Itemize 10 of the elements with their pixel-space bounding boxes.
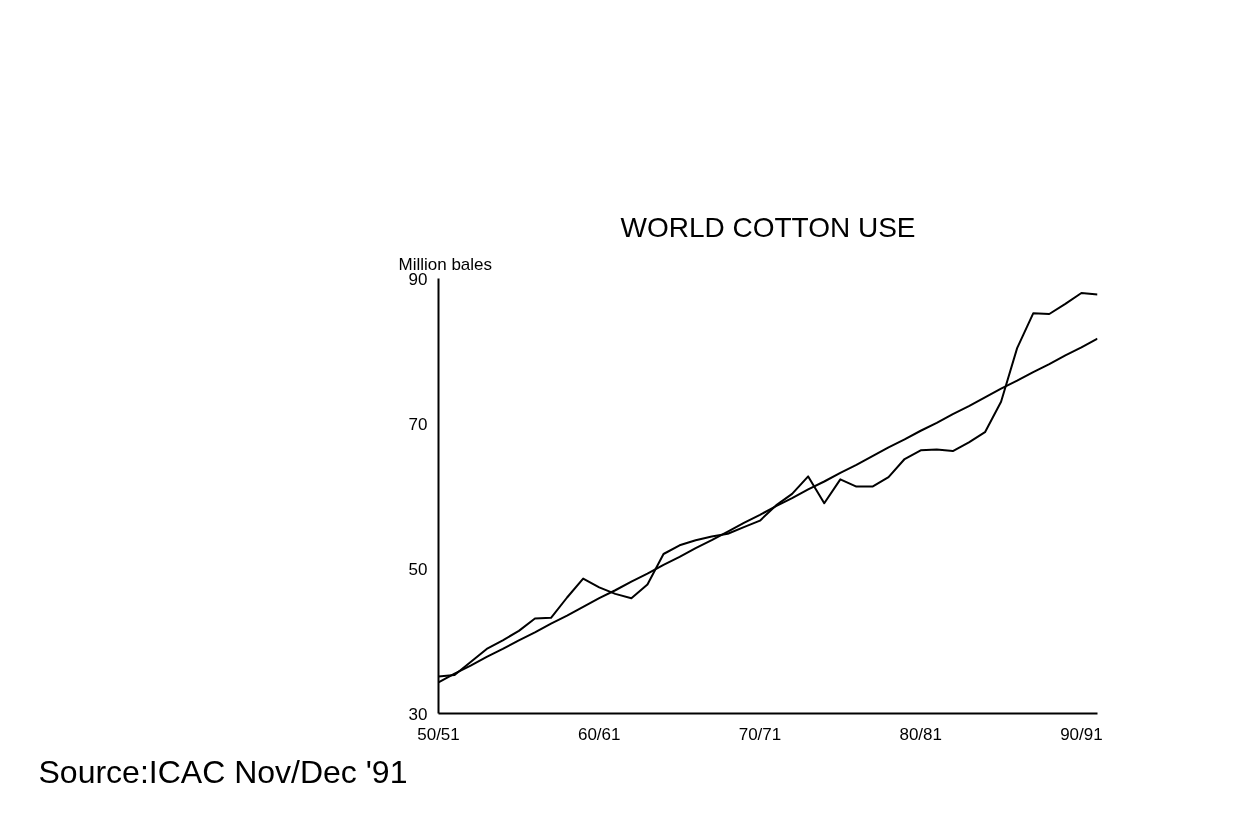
- chart-title: WORLD COTTON USE: [620, 211, 916, 243]
- x-tick-label: 70/71: [738, 724, 782, 744]
- source-note: Source:ICAC Nov/Dec '91: [38, 753, 408, 790]
- x-tick-label: 90/91: [1060, 724, 1103, 744]
- y-tick-label: 50: [408, 559, 428, 579]
- x-tick-label: 50/51: [417, 724, 460, 744]
- x-tick-label: 80/81: [899, 724, 942, 744]
- x-tick-label: 60/61: [577, 724, 621, 744]
- y-tick-label: 70: [408, 414, 428, 434]
- y-tick-label: 30: [408, 704, 428, 724]
